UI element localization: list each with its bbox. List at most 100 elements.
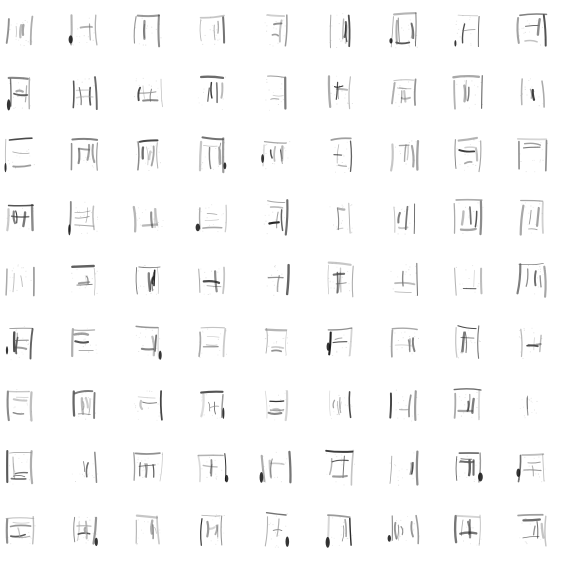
noise-dot [405,405,407,407]
noise-dot [19,227,21,229]
noise-dot [29,479,30,481]
noise-dot [271,408,273,410]
noise-dot [9,83,11,84]
noise-dot [201,468,203,470]
ink-blot [285,536,290,547]
glyph-stroke [150,519,154,535]
glyph-stroke [5,268,8,296]
noise-dot [341,454,343,456]
glyph-stroke [332,474,348,478]
noise-dot [266,30,268,32]
glyph-sample [6,450,34,485]
noise-dot [157,403,159,405]
noise-dot [410,344,412,346]
noise-dot [150,85,152,87]
glyph-stroke [415,12,417,47]
glyph-stroke [208,146,212,170]
noise-dot [467,154,469,156]
noise-dot [219,350,221,351]
noise-dot [335,91,337,93]
glyph-stroke [334,85,344,88]
glyph-stroke [93,392,96,419]
noise-dot [15,330,17,332]
noise-dot [205,207,207,209]
glyph-stroke [457,14,479,17]
noise-dot [22,207,23,209]
noise-dot [464,154,466,156]
noise-dot [71,473,73,475]
noise-dot [406,469,408,471]
glyph-stroke [17,527,21,538]
glyph-stroke [517,513,544,517]
noise-dot [28,342,30,344]
glyph-stroke [263,140,287,144]
glyph-stroke [138,139,159,143]
noise-dot [136,462,138,463]
noise-dot [23,454,25,456]
noise-dot [346,148,348,150]
noise-dot [401,468,403,470]
noise-dot [13,407,15,409]
noise-dot [88,78,90,80]
noise-dot [397,340,399,341]
noise-dot [336,103,338,105]
glyph-stroke [536,18,541,36]
noise-dot [28,532,30,534]
noise-dot [474,478,476,480]
glyph-stroke [453,79,456,110]
ink-blot [387,535,391,542]
glyph-sample [197,453,229,483]
noise-dot [22,337,24,339]
noise-dot [221,526,223,528]
noise-dot [161,454,163,455]
noise-dot [539,476,540,478]
glyph-stroke [327,327,353,331]
glyph-sample [519,199,544,236]
noise-dot [144,265,146,267]
ink-blot [516,468,521,477]
noise-dot [202,43,204,45]
noise-dot [12,277,14,279]
noise-dot [30,537,32,539]
glyph-stroke [156,142,159,169]
glyph-stroke [389,392,393,419]
noise-dot [262,149,264,151]
noise-dot [78,538,80,540]
glyph-stroke [12,151,30,154]
glyph-stroke [268,221,280,225]
noise-dot [267,204,269,206]
noise-dot [73,264,75,266]
noise-dot [274,419,276,421]
noise-dot [215,514,217,516]
glyph-stroke [528,228,538,231]
glyph-stroke [397,17,400,43]
noise-dot [217,538,219,539]
noise-dot [464,169,465,171]
glyph-stroke [77,147,91,151]
noise-dot [25,270,27,272]
glyph-stroke [519,13,548,17]
glyph-stroke [14,471,29,475]
noise-dot [338,412,340,414]
noise-dot [402,337,404,339]
noise-dot [467,166,469,168]
glyph-stroke [477,325,480,359]
glyph-stroke [208,401,211,412]
ink-blot [454,40,457,47]
noise-dot [138,351,140,352]
noise-dot [93,85,95,87]
noise-dot [333,339,335,341]
noise-dot [26,150,28,152]
noise-dot [402,396,404,398]
noise-dot [479,341,481,342]
glyph-sample [72,76,98,111]
noise-dot [524,541,526,543]
noise-dot [520,337,522,339]
glyph-stroke [150,145,155,167]
noise-dot [147,354,149,356]
noise-dot [411,474,413,476]
glyph-stroke [6,390,10,422]
glyph-sample [5,515,36,545]
noise-dot [27,344,29,345]
glyph-stroke [461,331,466,353]
